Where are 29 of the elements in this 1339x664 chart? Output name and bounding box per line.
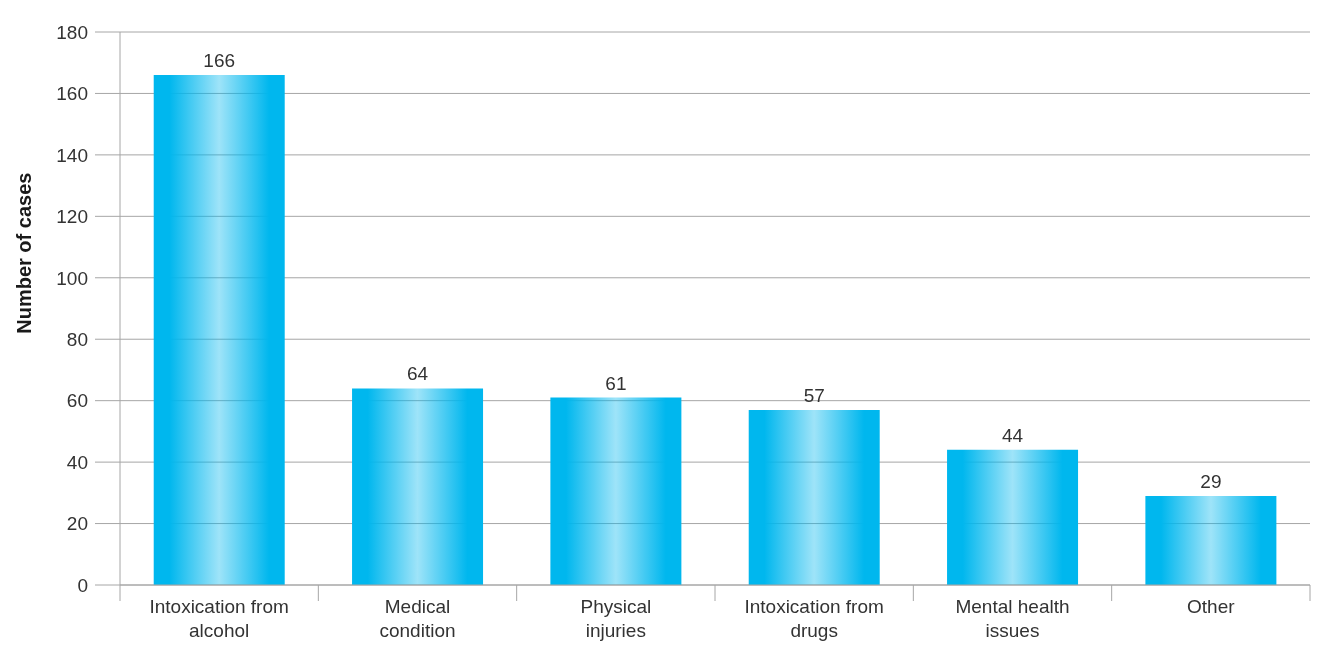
- x-tick-label: Physical injuries: [580, 596, 652, 641]
- data-label: 29: [1200, 470, 1222, 492]
- bar: [352, 388, 484, 585]
- bar: [748, 409, 880, 585]
- y-tick-label: 80: [66, 328, 88, 350]
- bar: [550, 397, 682, 585]
- y-tick-label: 20: [66, 513, 88, 535]
- y-tick-label: 120: [56, 206, 88, 228]
- y-tick-label: 40: [66, 451, 88, 473]
- y-axis-title: Number of cases: [13, 172, 35, 334]
- data-label: 64: [406, 363, 429, 385]
- y-tick-label: 0: [77, 574, 88, 596]
- y-tick-label: 100: [56, 267, 88, 289]
- data-label: 44: [1001, 424, 1024, 446]
- x-tick-label: Mental health issues: [955, 596, 1070, 641]
- bar: [947, 449, 1079, 585]
- x-tick-label: Other: [1187, 596, 1236, 617]
- data-label: 61: [605, 372, 627, 394]
- y-tick-label: 140: [56, 144, 88, 166]
- x-tick-label: Intoxication from drugs: [744, 596, 884, 641]
- data-label: 166: [203, 50, 236, 72]
- x-tick-label: Intoxication from alcohol: [149, 596, 289, 641]
- y-tick-label: 180: [56, 21, 88, 43]
- bar: [153, 75, 285, 585]
- bar: [1145, 495, 1277, 585]
- y-tick-label: 60: [66, 390, 88, 412]
- y-tick-label: 160: [56, 83, 88, 105]
- data-label: 57: [803, 384, 825, 406]
- x-tick-label: Medical condition: [379, 596, 456, 641]
